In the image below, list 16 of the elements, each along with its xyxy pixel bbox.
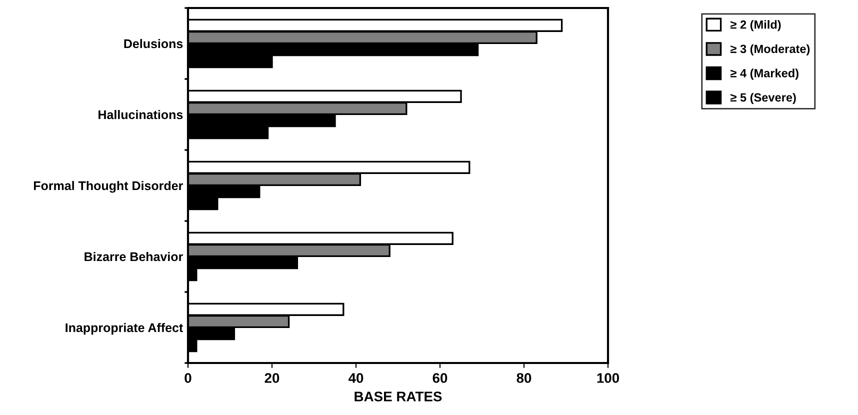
y-tick-label: Bizarre Behavior <box>84 252 183 262</box>
legend-label: ≥ 2 (Mild) <box>730 20 781 32</box>
x-tick-label: 0 <box>184 373 192 383</box>
y-tick-label: Hallucinations <box>98 110 183 120</box>
x-axis-title: BASE RATES <box>354 392 442 402</box>
y-tick-label: Formal Thought Disorder <box>34 180 183 193</box>
legend-label: ≥ 3 (Moderate) <box>730 44 810 56</box>
x-tick-label: 60 <box>432 373 448 383</box>
x-tick-label: 100 <box>597 373 620 383</box>
x-tick-label: 40 <box>348 373 364 383</box>
x-tick-label: 20 <box>264 373 280 383</box>
legend-label: ≥ 5 (Severe) <box>730 92 796 104</box>
x-tick-label: 80 <box>516 373 532 383</box>
legend-label: ≥ 4 (Marked) <box>730 68 798 80</box>
y-tick-label: Inappropriate Affect <box>66 322 183 335</box>
y-tick-label: Delusions <box>124 38 183 48</box>
